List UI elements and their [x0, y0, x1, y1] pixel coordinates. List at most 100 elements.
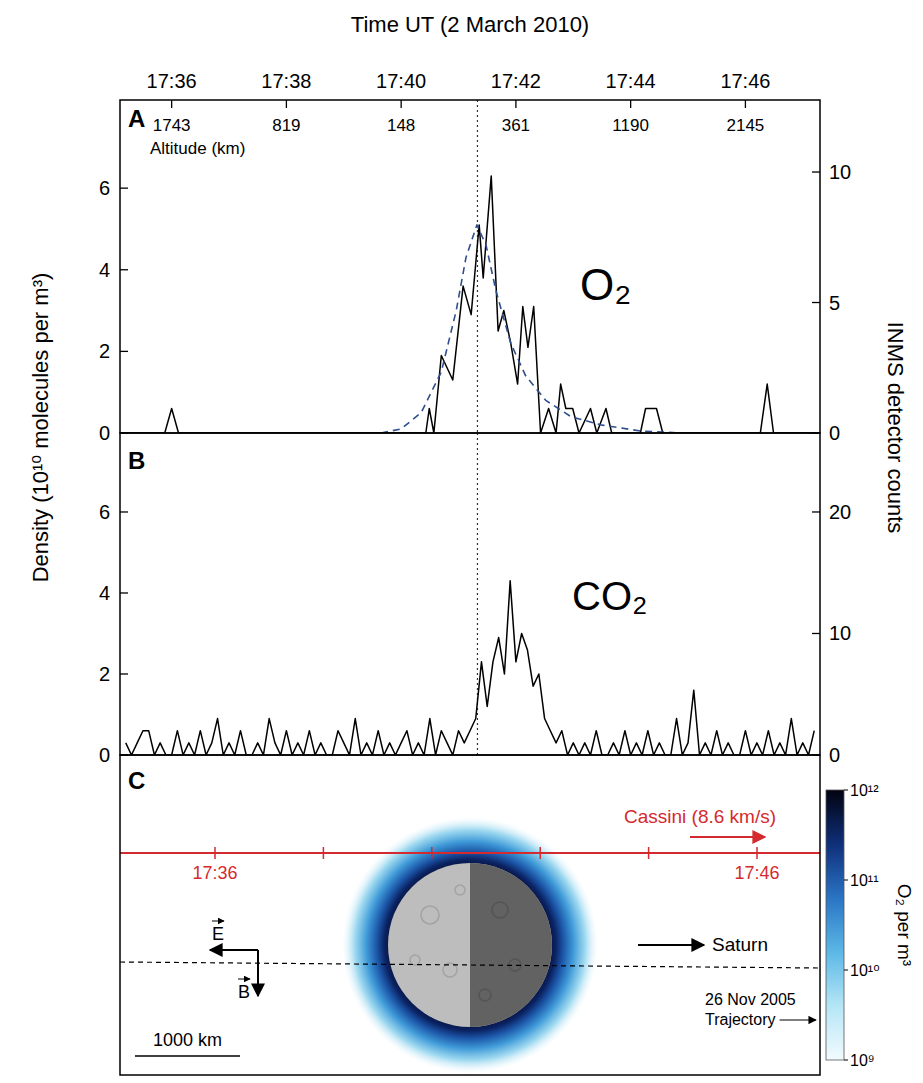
y2-tick — [812, 302, 820, 303]
species-label: CO₂ — [572, 574, 648, 618]
x-tick — [171, 100, 172, 108]
panel-letter: C — [128, 767, 145, 794]
frame — [120, 433, 820, 755]
species-label: O₂ — [580, 260, 631, 309]
colorbar-title: O₂ per m³ — [894, 884, 915, 966]
crater — [410, 955, 420, 965]
rhea-day — [388, 863, 552, 1027]
e-label: E — [212, 924, 224, 944]
y-tick-label: 2 — [99, 663, 110, 685]
vector-accent — [238, 979, 250, 980]
closest-approach — [477, 100, 478, 433]
y2-tick — [812, 171, 820, 172]
trajectory-tick — [648, 847, 650, 859]
crater — [455, 885, 465, 895]
panel-letter: A — [128, 105, 145, 132]
altitude-label: 2145 — [726, 116, 764, 135]
y-tick — [120, 592, 128, 593]
x-tick-label: 17:38 — [261, 70, 311, 92]
colorbar-tick-label: 10¹¹ — [850, 872, 878, 889]
colorbar — [826, 790, 844, 1060]
x-tick — [286, 100, 287, 108]
x-tick-label: 17:40 — [376, 70, 426, 92]
scale-bar — [135, 1055, 240, 1057]
cassini-label: Cassini (8.6 km/s) — [624, 806, 776, 827]
altitude-title: Altitude (km) — [150, 139, 245, 158]
colorbar-tick — [844, 880, 848, 881]
altitude-label: 1190 — [612, 116, 649, 135]
y-tick — [120, 511, 128, 512]
exosphere — [342, 817, 598, 1073]
colorbar-tick — [844, 970, 848, 971]
colorbar-tick — [844, 1060, 848, 1061]
panel-c-area — [120, 817, 820, 1073]
x-tick-label: 17:44 — [606, 70, 656, 92]
vector-accent — [212, 921, 224, 922]
colorbar-tick-label: 10¹² — [850, 782, 879, 799]
trajectory-time: 17:46 — [734, 863, 779, 883]
x-tick — [745, 100, 746, 108]
crater — [479, 989, 491, 1001]
old-trajectory-arrow — [780, 1019, 816, 1020]
x-axis-title: Time UT (2 March 2010) — [351, 12, 589, 37]
scale-bar-label: 1000 km — [153, 1030, 222, 1050]
y-tick-label: 6 — [99, 177, 110, 199]
cassini-trajectory — [120, 852, 820, 854]
saturn-label: Saturn — [712, 934, 768, 955]
colorbar-tick — [844, 790, 848, 791]
y2-tick-label: 10 — [829, 161, 851, 183]
y-tick — [120, 269, 128, 270]
frame — [120, 755, 820, 1075]
figure: 0 2 4 6 0 5 10 17:36 17:38 17:40 17:42 17:44 17:46 17… — [0, 0, 923, 1083]
b-vector — [257, 950, 259, 996]
x-tick-label: 17:46 — [720, 70, 770, 92]
y2-tick-label: 5 — [829, 292, 840, 314]
x-tick — [630, 100, 631, 108]
trajectory-tick — [214, 847, 216, 859]
frame — [120, 100, 820, 433]
old-trajectory-label: 26 Nov 2005Trajectory — [705, 991, 796, 1028]
b-label: B — [238, 982, 250, 1002]
y-tick-label: 4 — [99, 582, 110, 604]
x-tick-label: 17:36 — [147, 70, 197, 92]
old-trajectory — [120, 962, 820, 968]
y2-tick-label: 10 — [829, 622, 851, 644]
rhea-night — [470, 863, 552, 1027]
trajectory-tick — [756, 847, 758, 859]
trajectory-tick — [431, 847, 433, 859]
cassini-arrow — [690, 836, 765, 838]
x-tick-label: 17:42 — [491, 70, 541, 92]
altitude-label: 1743 — [153, 116, 191, 135]
crater — [421, 906, 439, 924]
trajectory-tick — [539, 847, 541, 859]
e-vector — [210, 949, 258, 951]
altitude-label: 819 — [272, 116, 300, 135]
y2-tick-label: 20 — [829, 501, 851, 523]
y-tick-label: 0 — [99, 422, 110, 444]
plot-area — [122, 100, 820, 433]
y2-tick-label: 0 — [829, 744, 840, 766]
y-tick — [120, 187, 128, 188]
saturn-arrow — [638, 944, 704, 946]
crater — [492, 902, 508, 918]
altitude-label: 148 — [387, 116, 415, 135]
altitude-label: 361 — [502, 116, 530, 135]
y2-tick — [812, 511, 820, 512]
y-axis-title: Density (10¹⁰ molecules per m³) — [28, 273, 53, 583]
y-tick-label: 4 — [99, 259, 110, 281]
colorbar-tick-label: 10⁹ — [850, 1052, 875, 1069]
x-tick — [400, 100, 401, 108]
y2-tick — [812, 633, 820, 634]
trajectory-time: 17:36 — [192, 863, 237, 883]
series-line — [381, 225, 681, 433]
y-tick — [120, 351, 128, 352]
x-tick — [515, 100, 516, 108]
y-tick — [120, 673, 128, 674]
panel-letter: B — [128, 447, 145, 474]
plot-area — [126, 433, 815, 755]
y2-axis-title: INMS detector counts — [883, 322, 908, 534]
label-line: Trajectory — [705, 1011, 776, 1028]
colorbar-tick-label: 10¹⁰ — [850, 962, 880, 979]
trajectory-tick — [323, 847, 325, 859]
series-line — [126, 581, 815, 755]
